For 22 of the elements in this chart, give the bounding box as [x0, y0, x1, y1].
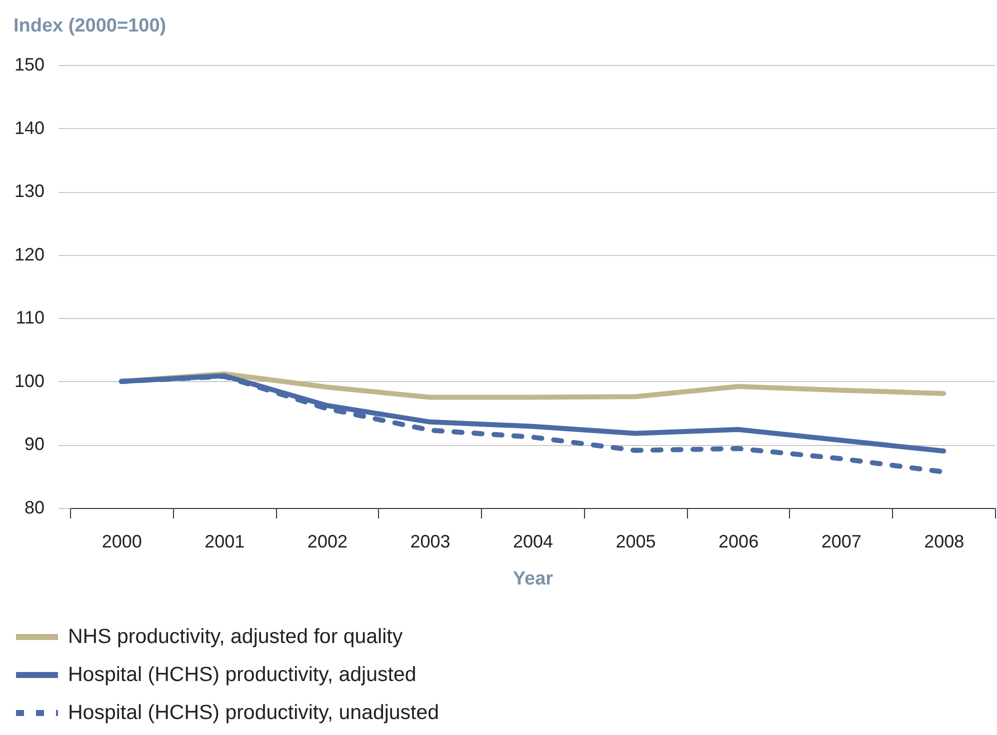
x-tick-label: 2000 [102, 532, 142, 552]
x-tick-label: 2001 [204, 532, 245, 552]
legend-label: Hospital (HCHS) productivity, adjusted [68, 663, 416, 686]
x-tick-label: 2003 [410, 532, 450, 552]
y-tick-label: 140 [14, 118, 44, 138]
y-tick-label: 110 [16, 308, 44, 328]
legend-label: Hospital (HCHS) productivity, unadjusted [68, 701, 440, 724]
y-tick-label: 80 [24, 498, 44, 518]
x-tick-label: 2004 [512, 532, 554, 552]
x-tick-label: 2002 [307, 532, 348, 552]
x-tick-label: 2005 [616, 532, 656, 552]
y-tick-label: 90 [24, 434, 44, 454]
y-tick-label: 100 [14, 370, 44, 391]
x-tick-label: 2007 [821, 532, 862, 552]
y-axis-title: Index (2000=100) [14, 16, 166, 36]
x-tick-label: 2008 [924, 532, 964, 552]
y-tick-label: 120 [14, 244, 44, 264]
x-axis-title: Year [512, 568, 554, 590]
x-tick-label: 2006 [718, 532, 759, 552]
legend-label: NHS productivity, adjusted for quality [68, 625, 404, 648]
y-tick-label: 150 [14, 54, 44, 74]
y-tick-label: 130 [14, 181, 44, 202]
